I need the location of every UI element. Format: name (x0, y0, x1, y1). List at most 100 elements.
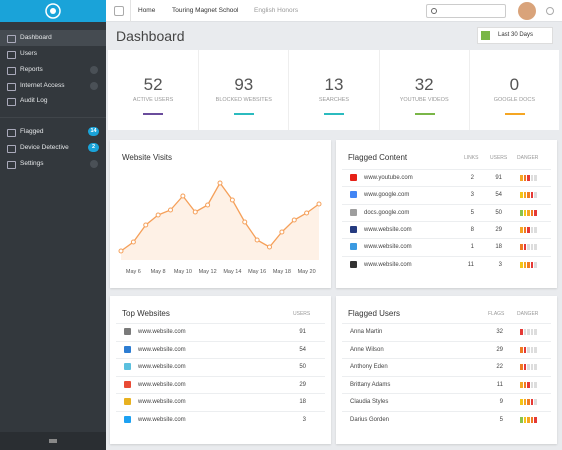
danger-segment (530, 417, 533, 423)
danger-segment (534, 417, 537, 423)
stat-underline (324, 113, 345, 115)
help-icon[interactable] (546, 7, 554, 15)
column-header: FLAGS (488, 311, 505, 317)
x-tick-label: May 18 (273, 269, 291, 275)
nav-item[interactable]: Device Detective 2 (0, 140, 106, 156)
nav-item[interactable]: Audit Log (0, 93, 106, 109)
danger-segment (530, 399, 533, 406)
point (229, 197, 235, 203)
nav-item[interactable]: Users (0, 46, 106, 62)
home-icon[interactable] (114, 6, 124, 16)
cell-value: 11 (496, 381, 503, 388)
row-divider (342, 255, 551, 257)
search-box[interactable] (426, 4, 506, 18)
row-divider (342, 340, 551, 342)
danger-segment (534, 364, 537, 371)
logo-icon (45, 3, 61, 19)
nav-item[interactable]: Flagged 14 (0, 124, 106, 140)
site-icon (350, 174, 357, 181)
danger-segment (520, 364, 523, 371)
stat-underline (504, 113, 525, 115)
row-label: www.website.com (138, 381, 186, 388)
cell-value: 22 (496, 364, 503, 371)
stat-underline (414, 113, 435, 115)
x-tick-label: May 20 (298, 269, 316, 275)
danger-segment (523, 346, 526, 353)
row-label: www.website.com (138, 399, 186, 406)
breadcrumb[interactable]: Home (138, 7, 156, 14)
row-label: docs.google.com (364, 209, 410, 216)
cell-value: 8 (470, 226, 474, 233)
date-range[interactable]: Last 30 Days (477, 27, 553, 44)
breadcrumb[interactable]: Touring Magnet School (172, 7, 239, 14)
site-icon (350, 208, 357, 216)
danger-segment (527, 192, 530, 199)
site-icon (124, 328, 131, 335)
breadcrumb[interactable]: English Honors (254, 7, 299, 14)
panel-title: Flagged Users (348, 309, 401, 318)
stat-card: 93 BLOCKED WEBSITES (198, 50, 288, 130)
point (168, 207, 173, 213)
sidebar-footer[interactable] (0, 432, 106, 450)
row-label: Anthony Eden (350, 364, 388, 371)
x-tick-label: May 10 (174, 269, 192, 275)
row-divider (342, 323, 551, 324)
avatar[interactable] (518, 2, 536, 20)
danger-segment (534, 244, 537, 251)
danger-segment (527, 244, 530, 251)
site-icon (124, 345, 131, 353)
cell-value: 18 (495, 244, 502, 251)
logo[interactable] (0, 0, 106, 22)
danger-segment (523, 261, 526, 268)
nav-label: Flagged (20, 128, 44, 135)
stat-label: BLOCKED WEBSITES (215, 97, 272, 103)
date-range-label: Last 30 Days (498, 32, 534, 38)
row-divider (116, 358, 325, 360)
point (267, 244, 272, 250)
nav-label: Device Detective (20, 144, 69, 151)
danger-segment (520, 175, 523, 181)
danger-segment (534, 192, 537, 199)
danger-segment (523, 381, 526, 388)
nav-label: Reports (20, 66, 43, 73)
point (143, 222, 149, 228)
danger-segment (520, 399, 523, 406)
danger-segment (530, 244, 533, 251)
stat-label: YOUTUBE VIDEOS (399, 97, 449, 103)
stat-underline (234, 113, 255, 115)
danger-segment (530, 329, 533, 335)
row-label: Darius Gorden (350, 417, 390, 423)
row-label: www.youtube.com (364, 175, 413, 181)
danger-segment (527, 226, 530, 233)
row-divider (116, 323, 325, 324)
sidebar: Dashboard Users Reports Internet Access … (0, 0, 106, 450)
danger-segment (530, 209, 533, 216)
panel: Website Visits May 6 May 8 May 10 May 12 May… (110, 140, 331, 288)
panel: Flagged Users FLAGS DANGER Anna Martin 32 Ann… (336, 296, 557, 444)
danger-segment (534, 346, 537, 353)
page-title: Dashboard (116, 28, 185, 44)
nav-item[interactable]: Dashboard (0, 30, 106, 46)
danger-segment (527, 329, 530, 335)
row-divider (116, 375, 325, 377)
top-bar: Home Touring Magnet School English Honor… (106, 0, 562, 22)
danger-segment (523, 226, 526, 233)
row-label: Brittany Adams (350, 381, 391, 388)
row-label: www.website.com (364, 261, 412, 268)
nav-label: Settings (20, 160, 44, 167)
danger-segment (520, 226, 523, 233)
row-label: Claudia Styles (350, 399, 389, 406)
danger-segment (520, 417, 523, 423)
nav-label: Internet Access (20, 82, 65, 89)
row-label: Anne Wilson (350, 346, 384, 353)
cell-value: 54 (299, 346, 306, 353)
nav-item[interactable]: Internet Access (0, 78, 106, 94)
stat-card: 13 SEARCHES (288, 50, 378, 130)
column-header: LINKS (464, 155, 479, 161)
row-label: www.website.com (364, 244, 412, 251)
danger-segment (523, 209, 526, 216)
point (192, 209, 198, 215)
nav-item[interactable]: Reports (0, 62, 106, 78)
nav-item[interactable]: Settings (0, 156, 106, 172)
